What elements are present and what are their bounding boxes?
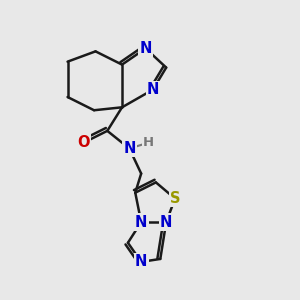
Text: N: N — [135, 214, 147, 230]
Text: N: N — [123, 141, 136, 156]
Text: O: O — [77, 135, 90, 150]
Text: H: H — [143, 136, 154, 149]
Text: N: N — [160, 214, 172, 230]
Text: N: N — [140, 41, 152, 56]
Text: N: N — [147, 82, 159, 97]
Text: S: S — [170, 191, 180, 206]
Text: N: N — [135, 254, 147, 269]
